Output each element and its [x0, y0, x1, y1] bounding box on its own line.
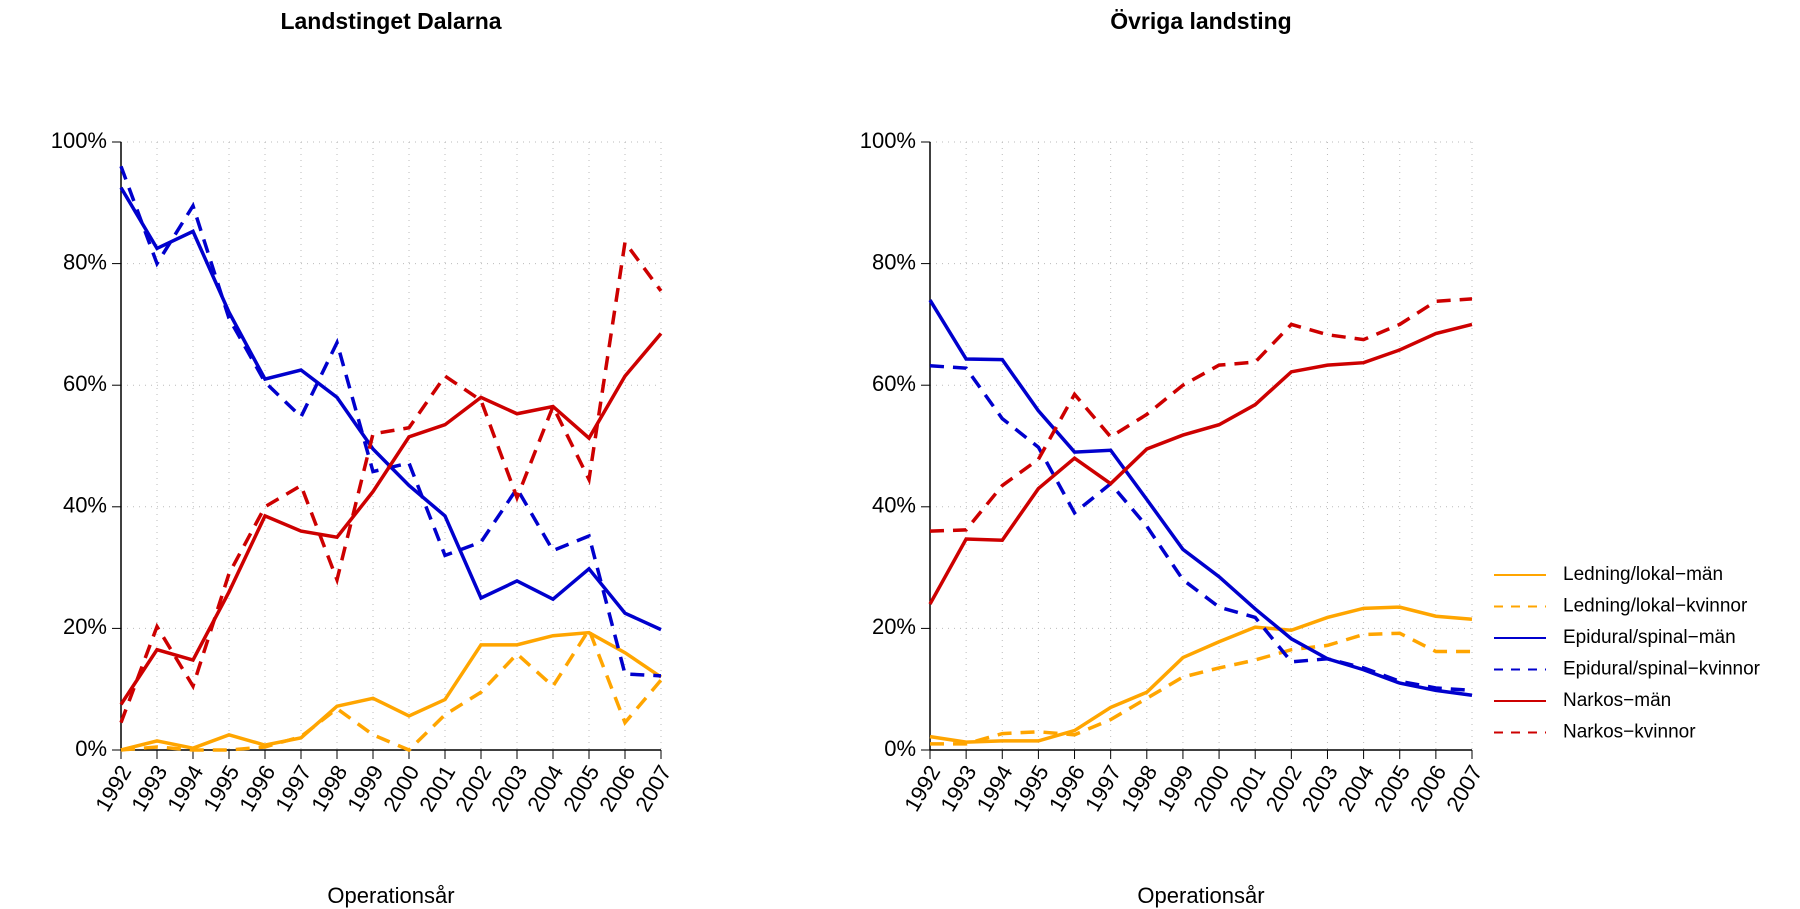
x-tick-label: 2006 — [1405, 761, 1451, 816]
series-line — [929, 605, 1473, 744]
x-tick-label: 2006 — [594, 761, 640, 816]
x-tick-label: 2002 — [1261, 761, 1307, 816]
x-tick-label: 1998 — [306, 761, 352, 816]
x-tick-label: 1994 — [972, 761, 1018, 816]
y-tick-label: 60% — [63, 371, 107, 396]
y-tick-label: 0% — [884, 736, 916, 761]
series-line — [929, 363, 1473, 693]
y-tick-label: 40% — [872, 493, 916, 518]
x-tick-label: 2007 — [1441, 761, 1487, 816]
series-line — [119, 186, 662, 632]
chart-title: Landstinget Dalarna — [280, 8, 501, 34]
x-axis-label: Operationsår — [327, 883, 454, 908]
x-tick-label: 2000 — [1188, 761, 1234, 816]
x-tick-label: 1992 — [90, 761, 136, 816]
y-tick-label: 40% — [63, 493, 107, 518]
legend-label: Ledning/lokal−män — [1563, 564, 1723, 585]
x-tick-label: 2005 — [1369, 761, 1415, 816]
legend-label: Narkos−män — [1563, 690, 1671, 711]
x-tick-label: 2000 — [378, 761, 424, 816]
series-line — [119, 332, 663, 706]
x-tick-label: 2002 — [450, 761, 496, 816]
series-line — [120, 630, 662, 752]
y-tick-label: 100% — [51, 128, 107, 153]
x-tick-label: 2001 — [414, 761, 460, 816]
x-tick-label: 1997 — [270, 761, 316, 816]
legend-label: Ledning/lokal−kvinnor — [1563, 596, 1748, 617]
x-tick-label: 2007 — [630, 761, 676, 816]
x-tick-label: 1995 — [198, 761, 244, 816]
y-tick-label: 80% — [872, 249, 916, 274]
x-tick-label: 1999 — [1152, 761, 1198, 816]
series-line — [929, 297, 1473, 533]
x-tick-label: 1993 — [126, 761, 172, 816]
x-tick-label: 1996 — [234, 761, 280, 816]
x-tick-label: 2003 — [1297, 761, 1343, 816]
series-line — [928, 299, 1473, 698]
y-tick-label: 20% — [872, 614, 916, 639]
x-tick-label: 1995 — [1008, 761, 1054, 816]
y-tick-label: 60% — [872, 371, 916, 396]
x-tick-label: 1998 — [1116, 761, 1162, 816]
x-tick-label: 2005 — [558, 761, 604, 816]
x-tick-label: 2001 — [1224, 761, 1270, 816]
series-line — [120, 625, 663, 753]
x-tick-label: 1993 — [935, 761, 981, 816]
y-tick-label: 20% — [63, 614, 107, 639]
series-line — [119, 165, 662, 678]
x-tick-label: 2004 — [1333, 761, 1379, 816]
series-line — [119, 237, 663, 724]
series-line — [930, 631, 1472, 746]
y-tick-label: 0% — [75, 736, 107, 761]
x-tick-label: 1999 — [342, 761, 388, 816]
y-tick-label: 80% — [63, 249, 107, 274]
x-tick-label: 1997 — [1080, 761, 1126, 816]
x-tick-label: 2004 — [522, 761, 568, 816]
legend-label: Narkos−kvinnor — [1563, 722, 1696, 743]
x-tick-label: 1992 — [899, 761, 945, 816]
series-line — [928, 322, 1473, 605]
y-tick-label: 100% — [860, 128, 916, 153]
x-tick-label: 2003 — [486, 761, 532, 816]
x-tick-label: 1994 — [162, 761, 208, 816]
legend-label: Epidural/spinal−kvinnor — [1563, 659, 1761, 680]
x-axis-label: Operationsår — [1137, 883, 1264, 908]
legend-label: Epidural/spinal−män — [1563, 627, 1736, 648]
x-tick-label: 1996 — [1044, 761, 1090, 816]
chart-title: Övriga landsting — [1110, 8, 1291, 34]
